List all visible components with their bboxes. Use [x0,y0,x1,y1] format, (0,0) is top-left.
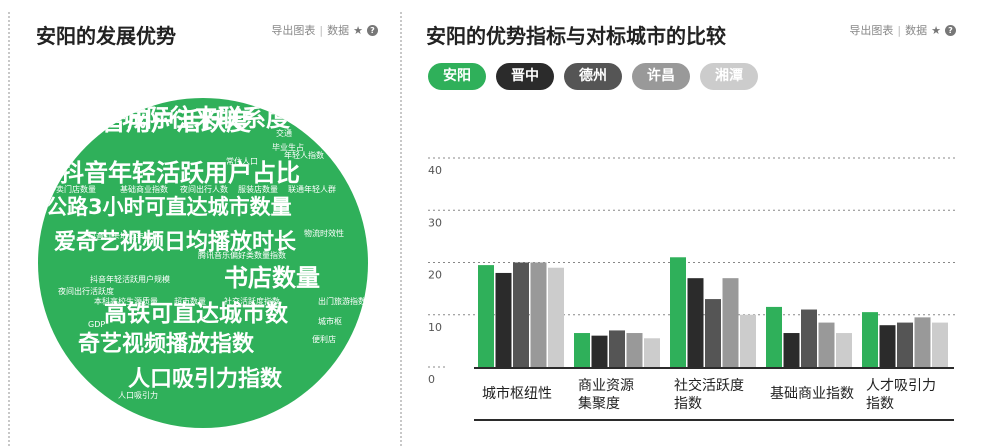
bar-安阳 [766,306,782,367]
city-pill[interactable]: 德州 [564,63,622,90]
word-cloud-term: 书店数量 [224,264,320,292]
bar-许昌 [626,333,643,367]
comparison-panel: 安阳的优势指标与对标城市的比较 导出图表 | 数据 ★ ? 安阳 晋中 德州 许昌 湘潭… [400,0,1000,446]
export-chart-link[interactable]: 导出图表 [271,24,316,37]
word-cloud-term: 夜间出行人数 [180,185,228,194]
bar-晋中 [783,333,800,367]
category-label: 指数 [866,396,894,412]
left-toolbar: 导出图表 | 数据 ★ ? [271,22,378,38]
word-cloud-term: 常住人口 [226,157,258,166]
word-cloud-term: 腾讯音乐偏好类数量指数 [198,251,286,260]
word-cloud-term: 爱奇艺视频日均播放时长 [54,230,297,255]
bar-晋中 [591,335,608,367]
bar-晋中 [495,272,512,367]
word-cloud-term: 抖音打卡地点丰富度 [88,232,160,241]
category-label: 集聚度 [578,395,620,412]
bar-德州 [801,309,817,367]
bar-晋中 [879,325,896,367]
city-pill[interactable]: 晋中 [496,63,554,90]
category-label: 指数 [674,396,702,412]
y-tick-label: 40 [428,164,442,177]
word-cloud-term: 抖音年轻活跃用户规模 [90,275,170,284]
y-tick-label: 20 [428,269,442,282]
toolbar-separator: | [897,23,902,37]
y-tick-label: 10 [428,321,442,334]
left-divider [8,12,10,446]
category-label: 商业资源 [578,378,634,394]
export-chart-link[interactable]: 导出图表 [849,24,894,37]
word-cloud-term: 抖音用户活跃度 [76,107,252,136]
right-toolbar: 导出图表 | 数据 ★ ? [849,22,956,38]
city-pill[interactable]: 安阳 [428,63,486,90]
word-cloud-term: 本科高校生源质量 [94,297,158,306]
bar-安阳 [478,265,494,367]
y-tick-label: 0 [428,373,435,386]
bar-安阳 [574,333,590,367]
panel-title: 安阳的优势指标与对标城市的比较 [426,24,726,48]
star-icon[interactable]: ★ [931,23,941,37]
category-label: 基础商业指数 [770,385,854,402]
word-cloud-term: 人口吸引力指数 [128,367,283,392]
word-cloud-term: 城市枢 [318,317,342,326]
bar-安阳 [862,312,878,367]
help-icon[interactable]: ? [945,24,956,36]
word-cloud-term: 公路3小时可直达城市数量 [46,195,292,219]
word-cloud-term: 出门旅游指数 [318,297,366,306]
y-tick-label: 30 [428,216,442,229]
word-cloud-term: GDP [88,320,106,329]
category-label: 人才吸引力 [866,378,936,394]
bar-许昌 [818,322,835,367]
bar-德州 [705,299,721,367]
bar-德州 [897,322,913,367]
word-cloud-term: 服装店数量 [238,185,278,194]
data-link[interactable]: 数据 [327,24,350,37]
bar-湘潭 [836,333,852,367]
word-cloud-term: 联通年轻人群 [288,185,336,194]
right-divider [400,12,402,446]
word-cloud-term: 人口吸引力 [118,391,158,400]
word-cloud-term: 基础商业指数 [120,185,168,194]
word-cloud-term: 奇艺视频播放指数 [78,332,255,357]
help-icon[interactable]: ? [367,24,378,36]
category-label: 城市枢纽性 [482,385,552,402]
word-cloud-term: 高铁可直达城市数 [104,301,288,327]
bar-德州 [513,262,529,367]
word-cloud-term: 物流时效性 [304,229,344,238]
word-cloud-term: 毕业生占 [272,143,304,152]
bar-湘潭 [932,322,948,367]
word-cloud-term: 社交活跃度指数 [224,297,280,306]
word-cloud-term: 便利店 [312,335,336,344]
word-cloud-term: 超市数量 [174,297,206,306]
data-link[interactable]: 数据 [905,24,928,37]
category-label: 社交活跃度 [674,377,744,394]
city-pill[interactable]: 湘潭 [700,63,758,90]
bar-许昌 [914,317,931,367]
word-cloud-term: 年轻人指数 [284,151,324,160]
bar-湘潭 [740,314,756,367]
bar-湘潭 [548,267,564,367]
city-selector: 安阳 晋中 德州 许昌 湘潭 [428,63,758,90]
bar-许昌 [530,262,547,367]
bar-德州 [609,330,625,367]
bar-许昌 [722,278,739,367]
word-cloud-term: 抖音年轻活跃用户占比 [60,159,300,187]
word-cloud-term: 夜间出行活跃度 [58,287,114,296]
word-cloud: 抖音用户活跃度抖音年轻活跃用户占比公路3小时可直达城市数量爱奇艺视频日均播放时长… [38,98,368,428]
word-cloud-term: 外卖门店数量 [48,185,96,194]
star-icon[interactable]: ★ [353,23,363,37]
bar-晋中 [687,278,704,367]
word-cloud-term: 城际往来联系度 [122,104,290,132]
word-cloud-term: 交通 [276,129,292,138]
panel-title: 安阳的发展优势 [36,24,176,48]
advantage-panel: 安阳的发展优势 导出图表 | 数据 ★ ? 抖音用户活跃度抖音年轻活跃用户占比公… [0,0,400,446]
city-pill[interactable]: 许昌 [632,63,690,90]
toolbar-separator: | [319,23,324,37]
bar-湘潭 [644,338,660,367]
bar-安阳 [670,257,686,367]
